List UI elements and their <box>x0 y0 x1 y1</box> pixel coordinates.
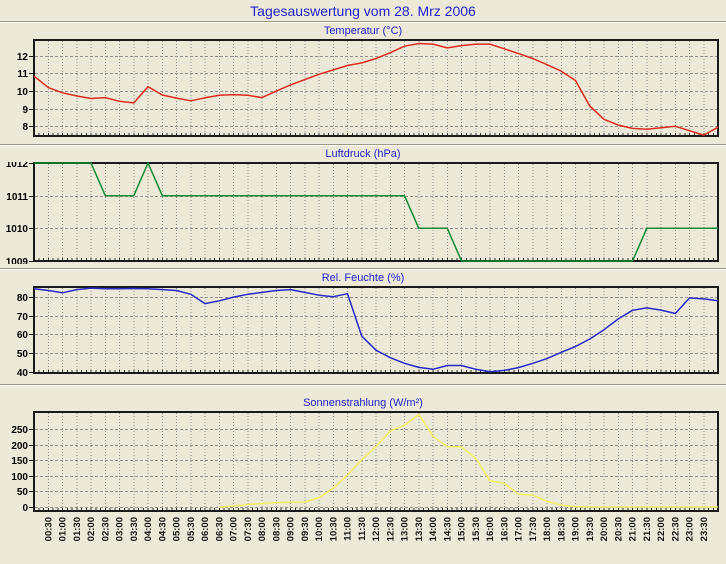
svg-text:15:00: 15:00 <box>457 517 468 541</box>
svg-text:19:00: 19:00 <box>571 517 582 541</box>
svg-text:80: 80 <box>17 293 29 304</box>
svg-text:11: 11 <box>17 69 28 80</box>
svg-text:19:30: 19:30 <box>585 517 596 541</box>
svg-text:04:30: 04:30 <box>157 517 168 541</box>
svg-text:09:30: 09:30 <box>300 517 311 541</box>
chart-section-humidity: Rel. Feuchte (%) 40 50 60 70 80 <box>0 272 726 376</box>
svg-text:18:30: 18:30 <box>556 517 567 541</box>
svg-text:8: 8 <box>22 122 28 133</box>
svg-text:14:00: 14:00 <box>428 517 439 541</box>
svg-text:0: 0 <box>22 503 28 514</box>
svg-text:05:00: 05:00 <box>172 517 183 541</box>
chart-section-temperature: Temperatur (°C) 8 9 10 11 12 <box>0 25 726 139</box>
chart-title-solar-radiation: Sonnenstrahlung (W/m²) <box>303 397 423 409</box>
separator-top <box>0 21 726 23</box>
svg-text:13:00: 13:00 <box>400 517 411 541</box>
svg-text:23:30: 23:30 <box>699 517 710 541</box>
svg-text:06:30: 06:30 <box>214 517 225 541</box>
svg-text:1012: 1012 <box>6 162 29 170</box>
svg-text:9: 9 <box>22 105 28 116</box>
svg-text:07:30: 07:30 <box>243 517 254 541</box>
svg-text:08:30: 08:30 <box>271 517 282 541</box>
time-axis-labels: 00:30 01:00 01:30 02:00 02:30 03:00 03:30 04:00… <box>43 517 710 541</box>
pressure-chart: 1009 1010 1011 1012 <box>6 162 719 264</box>
separator-1 <box>0 144 726 146</box>
svg-text:70: 70 <box>17 312 29 323</box>
svg-text:16:30: 16:30 <box>499 517 510 541</box>
page-title: Tagesauswertung vom 28. Mrz 2006 <box>250 3 476 19</box>
svg-text:150: 150 <box>11 456 28 467</box>
svg-text:200: 200 <box>11 441 28 452</box>
svg-text:16:00: 16:00 <box>485 517 496 541</box>
svg-text:60: 60 <box>17 330 29 341</box>
svg-text:09:00: 09:00 <box>286 517 297 541</box>
svg-text:07:00: 07:00 <box>229 517 240 541</box>
svg-text:11:30: 11:30 <box>357 517 368 541</box>
separator-2 <box>0 268 726 270</box>
svg-text:40: 40 <box>17 368 29 376</box>
svg-text:1010: 1010 <box>6 224 29 235</box>
svg-text:100: 100 <box>11 472 28 483</box>
chart-section-pressure: Luftdruck (hPa) 1009 1010 1011 1012 <box>0 148 726 264</box>
svg-text:10: 10 <box>17 87 29 98</box>
svg-text:03:00: 03:00 <box>115 517 126 541</box>
svg-text:22:30: 22:30 <box>670 517 681 541</box>
svg-text:06:00: 06:00 <box>200 517 211 541</box>
svg-text:23:00: 23:00 <box>685 517 696 541</box>
svg-text:250: 250 <box>11 425 28 436</box>
chart-title-temperature: Temperatur (°C) <box>323 25 403 37</box>
svg-text:1009: 1009 <box>6 257 29 264</box>
svg-text:21:00: 21:00 <box>628 517 639 541</box>
svg-text:21:30: 21:30 <box>642 517 653 541</box>
svg-text:22:00: 22:00 <box>656 517 667 541</box>
chart-title-pressure: Luftdruck (hPa) <box>325 148 401 160</box>
svg-text:10:30: 10:30 <box>328 517 339 541</box>
svg-text:20:00: 20:00 <box>599 517 610 541</box>
svg-text:12:00: 12:00 <box>371 517 382 541</box>
svg-text:50: 50 <box>17 487 29 498</box>
svg-text:1011: 1011 <box>6 192 28 203</box>
svg-text:13:30: 13:30 <box>414 517 425 541</box>
svg-text:20:30: 20:30 <box>613 517 624 541</box>
svg-text:03:30: 03:30 <box>129 517 140 541</box>
svg-text:01:30: 01:30 <box>72 517 83 541</box>
chart-section-solar-radiation: Sonnenstrahlung (W/m²) 0 50 100 150 200 250 <box>0 397 726 514</box>
temperature-chart: 8 9 10 11 12 <box>17 39 719 137</box>
svg-text:12:30: 12:30 <box>385 517 396 541</box>
svg-text:50: 50 <box>17 349 29 360</box>
svg-text:02:00: 02:00 <box>86 517 97 541</box>
svg-text:02:30: 02:30 <box>100 517 111 541</box>
svg-text:15:30: 15:30 <box>471 517 482 541</box>
svg-text:04:00: 04:00 <box>143 517 154 541</box>
svg-text:12: 12 <box>17 52 29 63</box>
svg-text:08:00: 08:00 <box>257 517 268 541</box>
svg-text:05:30: 05:30 <box>186 517 197 541</box>
svg-text:18:00: 18:00 <box>542 517 553 541</box>
svg-text:10:00: 10:00 <box>314 517 325 541</box>
separator-3 <box>0 384 726 386</box>
humidity-chart: 40 50 60 70 80 <box>17 286 719 376</box>
svg-text:01:00: 01:00 <box>58 517 69 541</box>
svg-text:14:30: 14:30 <box>442 517 453 541</box>
solar-radiation-chart: 0 50 100 150 200 250 <box>11 411 719 514</box>
svg-text:00:30: 00:30 <box>43 517 54 541</box>
svg-text:11:00: 11:00 <box>343 517 354 541</box>
svg-text:17:00: 17:00 <box>514 517 525 541</box>
chart-title-humidity: Rel. Feuchte (%) <box>321 272 405 284</box>
svg-text:17:30: 17:30 <box>528 517 539 541</box>
